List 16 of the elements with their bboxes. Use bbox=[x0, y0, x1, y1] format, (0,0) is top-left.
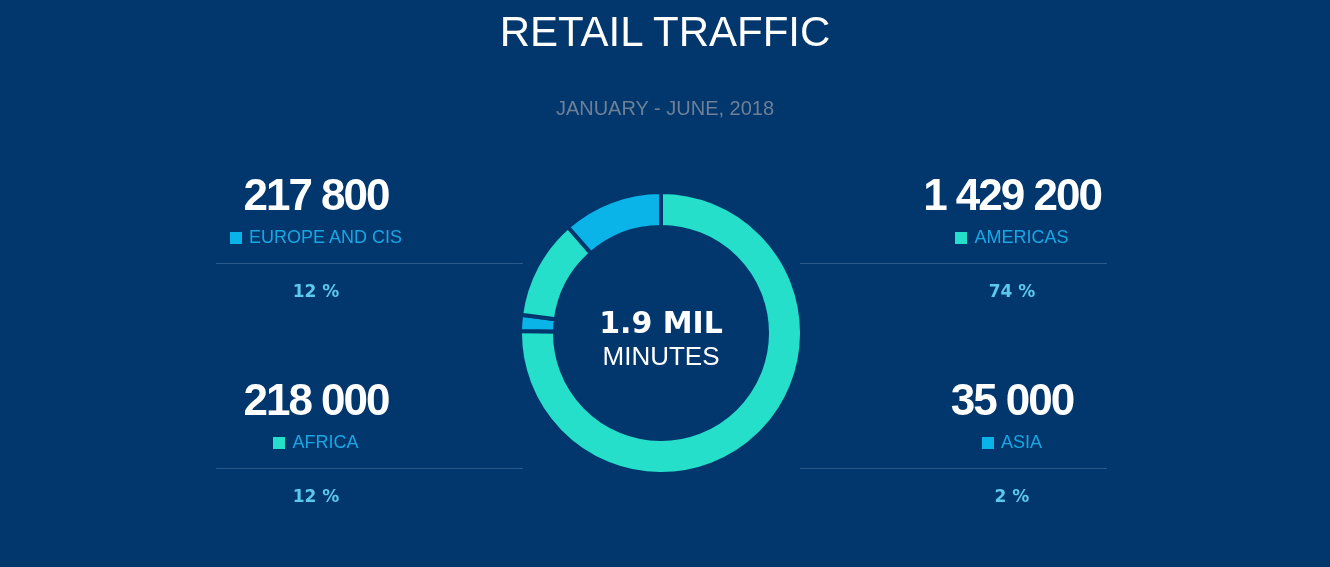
legend-label: ASIA bbox=[1000, 431, 1043, 454]
chart-title: RETAIL TRAFFIC bbox=[498, 7, 832, 57]
legend-label: AMERICAS bbox=[973, 226, 1070, 249]
text: MINUTES bbox=[601, 340, 721, 372]
text: 1.9 MIL bbox=[598, 305, 724, 341]
legend-label: EUROPE AND CIS bbox=[247, 226, 403, 249]
text: 12 % bbox=[291, 485, 341, 507]
legend-label: AFRICA bbox=[291, 431, 360, 454]
text: 2 % bbox=[993, 485, 1031, 507]
data-label: 1 429 200 bbox=[922, 169, 1102, 221]
text: 12 % bbox=[291, 280, 341, 302]
data-label: 218 000 bbox=[242, 374, 390, 426]
data-label: 217 800 bbox=[242, 169, 390, 221]
data-label: 35 000 bbox=[949, 374, 1075, 426]
text: 74 % bbox=[987, 280, 1037, 302]
chart-subtitle: JANUARY - JUNE, 2018 bbox=[554, 96, 776, 121]
